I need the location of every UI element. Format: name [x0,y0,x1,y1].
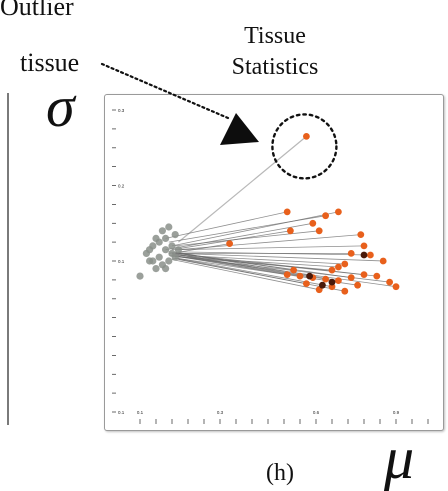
gray-point [165,257,172,264]
orange-point [361,271,368,278]
orange-point [348,274,355,281]
dark-point [329,279,336,286]
gray-point [156,254,163,261]
annotations [102,64,336,178]
orange-point [335,264,342,271]
orange-point [303,280,310,287]
dark-point [306,273,313,280]
x-tick-label: 0.9 [393,410,400,415]
orange-point [341,261,348,268]
gray-point [165,223,172,230]
y-tick-label: 0.3 [118,108,125,113]
gray-point [162,265,169,272]
y-tick-label: 0.1 [118,259,125,264]
orange-point [309,220,316,227]
orange-point [354,282,361,289]
gray-point [168,242,175,249]
orange-point [380,258,387,265]
orange-point [290,267,297,274]
orange-point [316,227,323,234]
gray-point [159,227,166,234]
gray-point [162,246,169,253]
orange-point [348,250,355,257]
gray-point [172,231,179,238]
link-lines [166,136,396,291]
orange-point [287,227,294,234]
orange-point [297,273,304,280]
orange-point [373,273,380,280]
orange-point [303,133,310,140]
dark-point [319,282,326,289]
orange-point [361,243,368,250]
orange-point [367,252,374,259]
orange-point [226,240,233,247]
orange-point [335,209,342,216]
gray-point [162,235,169,242]
orange-point [322,276,329,283]
outlier-highlight-circle [272,114,336,178]
gray-point [149,257,156,264]
gray-point [172,254,179,261]
link-line [172,212,338,246]
orange-point [322,212,329,219]
link-line [178,136,306,242]
orange-point [284,209,291,216]
orange-point [393,283,400,290]
gray-point [152,265,159,272]
orange-point [284,271,291,278]
orange-point [357,231,364,238]
link-line [166,223,313,249]
x-tick-label: 0.3 [217,410,224,415]
dark-point [361,252,368,259]
y-tick-label: 0.2 [118,184,125,189]
orange-point [386,279,393,286]
gray-point [136,273,143,280]
gray-point [152,235,159,242]
orange-point [341,288,348,295]
gray-point [146,246,153,253]
orange-point [335,277,342,284]
y-tick-label: 0.1 [118,410,125,415]
x-tick-label: 0.1 [137,410,144,415]
x-tick-label: 0.6 [313,410,320,415]
gray-point [175,246,182,253]
orange-point [329,267,336,274]
